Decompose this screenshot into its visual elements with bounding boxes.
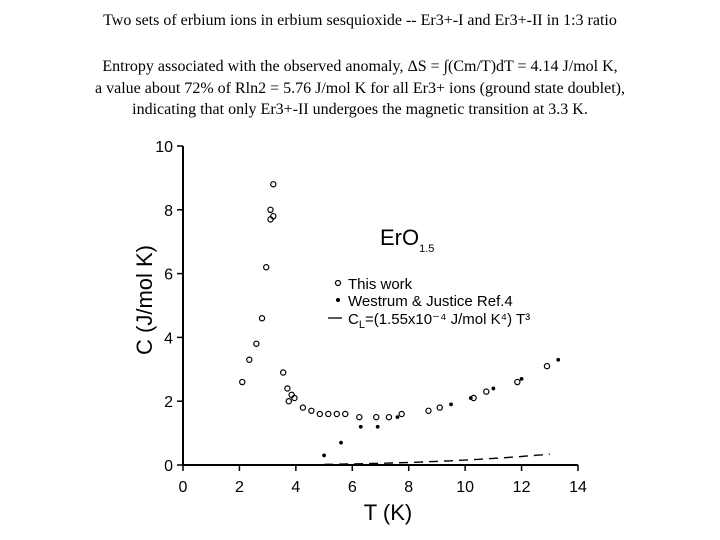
legend-lattice-formula: =(1.55x10⁻⁴ J/mol K⁴) T³ (365, 311, 530, 328)
legend-lattice-c: C (348, 311, 359, 328)
this-work-point (514, 378, 521, 386)
x-tick-label: 2 (235, 479, 244, 496)
header-line-1: Two sets of erbium ions in erbium sesqui… (103, 12, 617, 29)
westrum-point (468, 396, 473, 400)
x-tick-label: 0 (179, 479, 188, 496)
compound-annotation: ErO1.5 (380, 225, 434, 255)
header-line-2: Entropy associated with the observed ano… (102, 58, 618, 75)
westrum-point (519, 376, 524, 381)
this-work-point (291, 394, 298, 402)
this-work-point (239, 378, 246, 386)
y-tick-label: 4 (164, 330, 173, 347)
westrum-point (556, 357, 561, 362)
legend: This work Westrum & Justice Ref.4 CL=(1.… (328, 276, 530, 331)
this-work-point (342, 410, 349, 418)
legend-lattice-sub: L (359, 319, 365, 331)
y-axis-label: C (J/mol K) (132, 245, 157, 355)
legend-marker-this-work (334, 279, 342, 287)
this-work-point (263, 264, 270, 271)
westrum-point (358, 424, 363, 429)
this-work-point (267, 206, 274, 213)
this-work-point (279, 369, 287, 376)
westrum-point (375, 424, 380, 429)
x-tick-label: 10 (456, 479, 474, 496)
legend-lattice: CL=(1.55x10⁻⁴ J/mol K⁴) T³ (348, 311, 530, 331)
westrum-point (395, 415, 400, 420)
this-work-point (483, 388, 490, 395)
this-work-point (270, 181, 277, 188)
this-work-point (253, 340, 260, 347)
x-ticks: 0 2 4 6 8 10 12 14 (179, 465, 587, 496)
header-line-3: a value about 72% of Rln2 = 5.76 J/mol K… (95, 80, 625, 97)
x-tick-label: 12 (513, 479, 531, 496)
y-tick-label: 0 (164, 458, 173, 475)
this-work-point (373, 413, 380, 421)
this-work-point (316, 410, 324, 418)
this-work-point (385, 413, 393, 421)
legend-marker-westrum (336, 298, 340, 302)
this-work-point (270, 212, 277, 220)
compound-subscript: 1.5 (419, 243, 434, 255)
legend-westrum: Westrum & Justice Ref.4 (348, 293, 513, 310)
this-work-point (285, 398, 293, 405)
y-tick-label: 10 (155, 139, 173, 156)
data-marks (239, 181, 561, 466)
this-work-point (299, 404, 307, 411)
lattice-curve (324, 453, 550, 466)
this-work-point (258, 315, 266, 322)
this-work-point (333, 410, 340, 418)
westrum-point (339, 440, 343, 445)
this-work-point (246, 356, 253, 363)
y-ticks: 0 2 4 6 8 10 (155, 139, 183, 475)
this-work-point (543, 362, 551, 370)
y-tick-label: 8 (164, 203, 173, 220)
x-tick-label: 14 (569, 479, 587, 496)
y-tick-label: 6 (164, 267, 173, 284)
this-work-point (325, 410, 332, 418)
westrum-point (322, 453, 326, 458)
compound-main: ErO (380, 225, 419, 250)
header-line-4: indicating that only Er3+-II undergoes t… (132, 101, 588, 118)
westrum-point (491, 386, 496, 391)
this-work-point (356, 413, 363, 421)
x-tick-label: 4 (291, 479, 300, 496)
this-work-point (308, 407, 315, 414)
westrum-point (449, 402, 453, 407)
x-tick-label: 8 (404, 479, 413, 496)
this-work-point (284, 385, 291, 392)
this-work-point (398, 410, 405, 418)
y-tick-label: 2 (164, 394, 173, 411)
this-work-point (436, 404, 443, 411)
x-axis-label: T (K) (364, 500, 412, 525)
this-work-point (425, 407, 432, 414)
x-tick-label: 6 (348, 479, 357, 496)
legend-this-work: This work (348, 276, 413, 293)
